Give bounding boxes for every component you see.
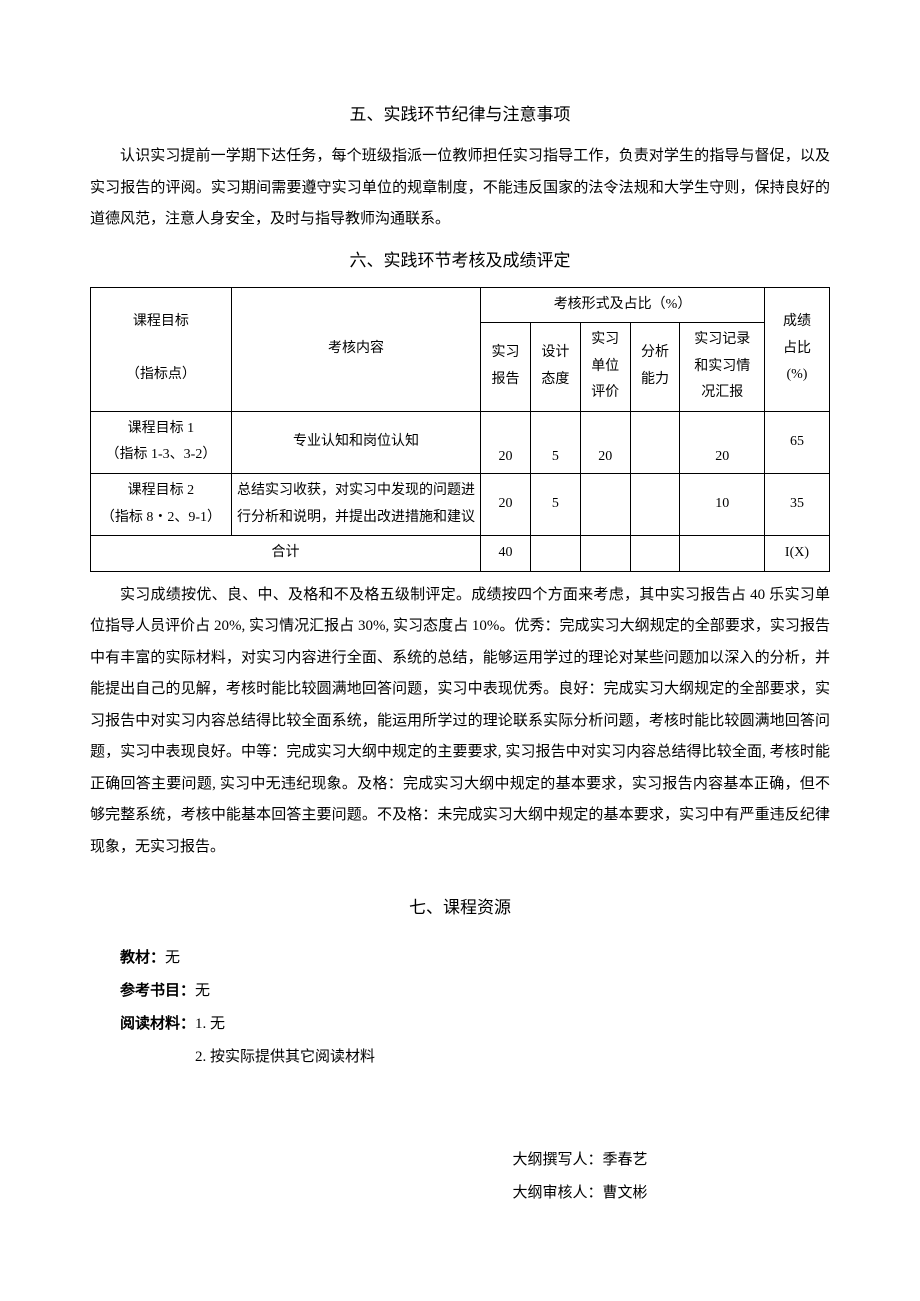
- reviewer-label: 大纲审核人：: [512, 1185, 602, 1201]
- header-attitude: 设计 态度: [530, 323, 580, 412]
- reading-line-2: 2. 按实际提供其它阅读材料: [120, 1041, 830, 1074]
- header-analysis-line2: 能力: [641, 372, 669, 387]
- row1-analysis: [630, 411, 680, 473]
- header-score-line2: 占比: [783, 341, 811, 356]
- total-analysis: [630, 536, 680, 572]
- row2-target-line1: 课程目标 2: [128, 483, 195, 498]
- header-attitude-line2: 态度: [541, 372, 569, 387]
- table-total-row: 合计 40 I(X): [91, 536, 830, 572]
- section-6-title: 六、实践环节考核及成绩评定: [90, 246, 830, 271]
- row1-attitude: 5: [530, 411, 580, 473]
- header-methods-group: 考核形式及占比（%）: [481, 287, 765, 323]
- header-unit-line2: 单位: [591, 359, 619, 374]
- header-score-line1: 成绩: [783, 314, 811, 329]
- writer-name: 季春艺: [603, 1152, 648, 1168]
- reading-line-1: 阅读材料：1. 无: [120, 1008, 830, 1041]
- header-score: 成绩 占比 (%): [764, 287, 829, 411]
- row2-target-line2: （指标 8・2、9-1）: [101, 510, 221, 525]
- header-report-line1: 实习: [492, 345, 520, 360]
- row1-target-line2: （指标 1-3、3-2）: [106, 447, 217, 462]
- header-record-line2: 和实习情: [694, 359, 750, 374]
- writer-label: 大纲撰写人：: [512, 1152, 602, 1168]
- section-5-title: 五、实践环节纪律与注意事项: [90, 100, 830, 125]
- header-report: 实习 报告: [481, 323, 531, 412]
- header-target-line2: （指标点）: [126, 367, 196, 382]
- row2-score: 35: [764, 474, 829, 536]
- total-report: 40: [481, 536, 531, 572]
- reference-line: 参考书目：无: [120, 975, 830, 1008]
- section-5-paragraph: 认识实习提前一学期下达任务，每个班级指派一位教师担任实习指导工作，负责对学生的指…: [90, 141, 830, 236]
- row2-target: 课程目标 2 （指标 8・2、9-1）: [91, 474, 232, 536]
- total-record: [680, 536, 765, 572]
- row2-attitude: 5: [530, 474, 580, 536]
- row2-record: 10: [680, 474, 765, 536]
- signatures-block: 大纲撰写人：季春艺 大纲审核人：曹文彬: [90, 1144, 830, 1210]
- row1-record: 20: [680, 411, 765, 473]
- header-target: 课程目标 （指标点）: [91, 287, 232, 411]
- reference-value: 无: [195, 983, 210, 999]
- header-unit-line3: 评价: [591, 385, 619, 400]
- reference-label: 参考书目：: [120, 983, 195, 999]
- header-analysis-line1: 分析: [641, 345, 669, 360]
- textbook-line: 教材：无: [120, 942, 830, 975]
- header-score-line3: (%): [786, 367, 807, 382]
- section-7-title: 七、课程资源: [90, 893, 830, 918]
- table-row: 课程目标 2 （指标 8・2、9-1） 总结实习收获，对实习中发现的问题进行分析…: [91, 474, 830, 536]
- header-record: 实习记录 和实习情 况汇报: [680, 323, 765, 412]
- header-record-line3: 况汇报: [701, 385, 743, 400]
- total-unit: [580, 536, 630, 572]
- header-report-line2: 报告: [492, 372, 520, 387]
- row1-content: 专业认知和岗位认知: [231, 411, 480, 473]
- header-attitude-line1: 设计: [541, 345, 569, 360]
- row1-target-line1: 课程目标 1: [128, 421, 195, 436]
- header-content: 考核内容: [231, 287, 480, 411]
- row2-report: 20: [481, 474, 531, 536]
- row1-target: 课程目标 1 （指标 1-3、3-2）: [91, 411, 232, 473]
- header-unit: 实习 单位 评价: [580, 323, 630, 412]
- textbook-value: 无: [165, 950, 180, 966]
- header-unit-line1: 实习: [591, 332, 619, 347]
- table-header-row-1: 课程目标 （指标点） 考核内容 考核形式及占比（%） 成绩 占比 (%): [91, 287, 830, 323]
- reading-label: 阅读材料：: [120, 1016, 195, 1032]
- textbook-label: 教材：: [120, 950, 165, 966]
- assessment-table: 课程目标 （指标点） 考核内容 考核形式及占比（%） 成绩 占比 (%) 实习 …: [90, 287, 830, 572]
- total-label: 合计: [91, 536, 481, 572]
- row1-report: 20: [481, 411, 531, 473]
- row2-unit: [580, 474, 630, 536]
- row2-analysis: [630, 474, 680, 536]
- row1-unit: 20: [580, 411, 630, 473]
- total-attitude: [530, 536, 580, 572]
- writer-line: 大纲撰写人：季春艺: [330, 1144, 830, 1177]
- reviewer-line: 大纲审核人：曹文彬: [330, 1177, 830, 1210]
- header-target-line1: 课程目标: [133, 314, 189, 329]
- table-row: 课程目标 1 （指标 1-3、3-2） 专业认知和岗位认知 20 5 20 20…: [91, 411, 830, 473]
- header-analysis: 分析 能力: [630, 323, 680, 412]
- reading-value-1: 1. 无: [195, 1016, 225, 1032]
- total-score: I(X): [764, 536, 829, 572]
- header-record-line1: 实习记录: [694, 332, 750, 347]
- reviewer-name: 曹文彬: [603, 1185, 648, 1201]
- section-6-paragraph: 实习成绩按优、良、中、及格和不及格五级制评定。成绩按四个方面来考虑，其中实习报告…: [90, 580, 830, 864]
- row1-score: 65: [764, 411, 829, 473]
- resources-block: 教材：无 参考书目：无 阅读材料：1. 无 2. 按实际提供其它阅读材料: [90, 942, 830, 1074]
- row2-content: 总结实习收获，对实习中发现的问题进行分析和说明，并提出改进措施和建议: [231, 474, 480, 536]
